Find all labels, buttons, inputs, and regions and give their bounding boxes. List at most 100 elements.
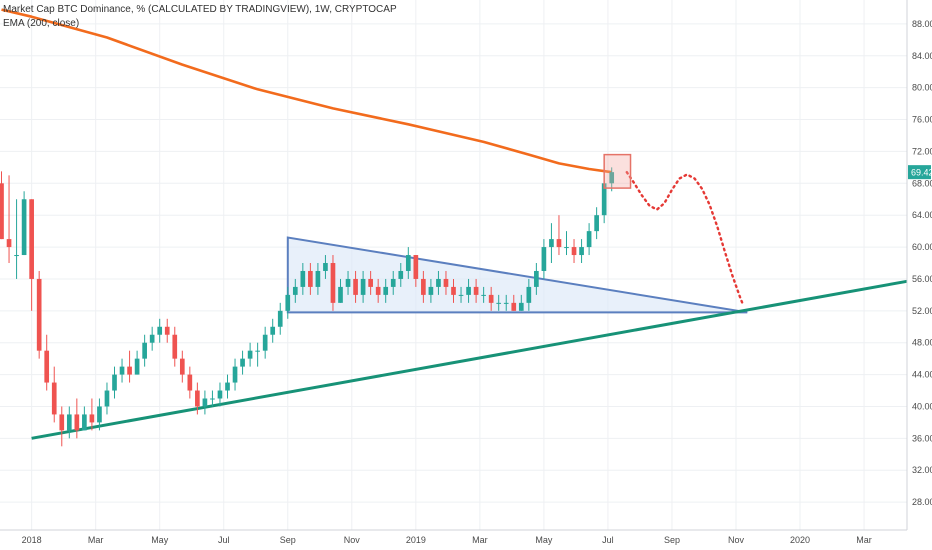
candle-body: [571, 247, 577, 256]
candle-body: [315, 270, 321, 287]
highlight-box: [603, 153, 632, 189]
candle-up: [526, 278, 532, 311]
candle-down: [451, 278, 456, 303]
candle-up: [549, 223, 554, 264]
candle-up: [398, 263, 404, 287]
candle-body: [375, 286, 381, 295]
candle-body: [217, 390, 223, 399]
price-tick-label: 36.00: [912, 433, 932, 443]
candle-up: [594, 207, 599, 240]
candle-body: [534, 270, 539, 287]
descending-triangle: [286, 236, 748, 314]
candle-down: [353, 270, 358, 303]
candle-up: [323, 255, 328, 279]
price-tick-label: 84.00: [912, 51, 932, 61]
candle-up: [564, 231, 569, 256]
candle-body: [255, 350, 260, 352]
candle-body: [458, 294, 464, 296]
candle-down: [556, 215, 562, 256]
price-tick-label: 40.00: [912, 401, 932, 411]
candle-up: [285, 286, 291, 319]
candle-body: [428, 286, 434, 295]
candle-up: [503, 294, 509, 311]
candle-up: [232, 358, 238, 391]
candle-body: [405, 255, 411, 271]
candle-body: [21, 199, 27, 256]
candle-body: [330, 263, 336, 303]
price-tick-label: 80.00: [912, 83, 932, 93]
candle-body: [195, 390, 200, 407]
candle-down: [421, 270, 426, 303]
candle-body: [285, 294, 291, 311]
candle-body: [436, 278, 441, 287]
candle-up: [82, 406, 87, 431]
candle-body: [594, 215, 599, 232]
candle-down: [195, 382, 200, 415]
last-price-label: 69.42: [911, 168, 932, 178]
ascending-support-line: [31, 279, 908, 440]
price-tick-label: 76.00: [912, 115, 932, 125]
candle-body: [503, 302, 509, 304]
ema-line: [1, 8, 612, 174]
candle-body: [323, 263, 328, 271]
time-tick-label: Mar: [472, 535, 488, 545]
candle-body: [187, 374, 193, 391]
candle-body: [172, 334, 178, 359]
candle-body: [247, 350, 253, 359]
candle-down: [164, 318, 170, 343]
candle-up: [405, 247, 411, 279]
price-tick-label: 44.00: [912, 370, 932, 380]
candle-body: [564, 247, 569, 249]
time-axis-bg: [0, 530, 932, 550]
candle-body: [225, 382, 230, 391]
candle-body: [473, 286, 479, 295]
candle-body: [481, 294, 486, 296]
candle-body: [149, 334, 155, 343]
candle-up: [579, 239, 584, 264]
candle-up: [315, 263, 321, 295]
candle-body: [526, 286, 532, 303]
candle-body: [232, 366, 238, 383]
candle-body: [383, 286, 389, 295]
candle-body: [601, 183, 607, 216]
candle-up: [210, 390, 215, 407]
candle-body: [390, 278, 396, 287]
candle-body: [202, 398, 208, 407]
candle-body: [586, 231, 592, 248]
candle-body: [66, 414, 72, 431]
candle-up: [255, 342, 260, 367]
candle-up: [360, 270, 366, 303]
candle-body: [443, 278, 449, 287]
candle-body: [29, 199, 34, 279]
candle-up: [586, 223, 592, 256]
candle-body: [488, 294, 494, 303]
candle-body: [127, 366, 132, 375]
time-tick-label: 2019: [406, 535, 426, 545]
price-axis[interactable]: 88.00 84.00 80.00 76.00 72.00 68.00 64.00 60.00…: [906, 0, 932, 550]
projection-path: [625, 170, 745, 308]
time-axis[interactable]: 2018 Mar May Jul Sep Nov 2019 Mar May Jul Sep Nov 20…: [0, 529, 932, 550]
candle-body: [44, 350, 50, 383]
candle-up: [119, 358, 125, 383]
candle-up: [436, 270, 441, 295]
candle-body: [74, 414, 80, 431]
candle-down: [187, 366, 193, 399]
price-tick-label: 72.00: [912, 146, 932, 156]
candle-body: [496, 302, 502, 304]
candle-body: [413, 255, 419, 279]
candle-up: [458, 286, 464, 303]
candle-up: [112, 366, 117, 399]
time-tick-label: May: [151, 535, 169, 545]
candle-body: [164, 326, 170, 335]
candle-body: [579, 247, 584, 256]
candle-body: [360, 278, 366, 295]
candle-body: [353, 278, 358, 295]
time-tick-label: May: [535, 535, 553, 545]
candle-down: [6, 175, 12, 264]
candle-down: [74, 398, 80, 439]
time-tick-label: 2018: [22, 535, 42, 545]
candle-up: [496, 294, 502, 311]
candle-up: [225, 374, 230, 399]
candle-body: [89, 414, 95, 423]
